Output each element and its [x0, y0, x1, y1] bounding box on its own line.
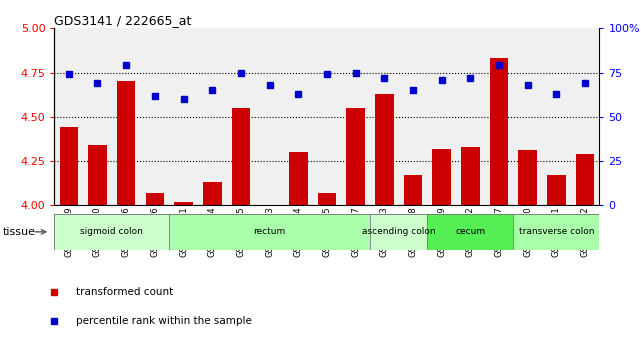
- Bar: [117, 81, 135, 205]
- Bar: [289, 152, 308, 205]
- Text: transformed count: transformed count: [76, 287, 174, 297]
- Text: cecum: cecum: [455, 227, 485, 236]
- Bar: [375, 94, 394, 205]
- Bar: [547, 175, 565, 205]
- Bar: [519, 150, 537, 205]
- Text: sigmoid colon: sigmoid colon: [80, 227, 144, 236]
- Bar: [174, 202, 193, 205]
- Bar: [60, 127, 78, 205]
- Bar: [513, 214, 599, 250]
- Bar: [461, 147, 479, 205]
- Bar: [428, 214, 513, 250]
- Bar: [146, 193, 164, 205]
- Bar: [490, 58, 508, 205]
- Bar: [432, 149, 451, 205]
- Text: ascending colon: ascending colon: [362, 227, 435, 236]
- Bar: [169, 214, 370, 250]
- Text: rectum: rectum: [253, 227, 286, 236]
- Bar: [346, 108, 365, 205]
- Bar: [370, 214, 428, 250]
- Bar: [203, 182, 222, 205]
- Bar: [576, 154, 594, 205]
- Bar: [88, 145, 107, 205]
- Text: transverse colon: transverse colon: [519, 227, 594, 236]
- Text: percentile rank within the sample: percentile rank within the sample: [76, 316, 252, 326]
- Bar: [231, 108, 250, 205]
- Text: tissue: tissue: [3, 227, 36, 237]
- Bar: [404, 175, 422, 205]
- Bar: [54, 214, 169, 250]
- Bar: [317, 193, 337, 205]
- Text: GDS3141 / 222665_at: GDS3141 / 222665_at: [54, 14, 192, 27]
